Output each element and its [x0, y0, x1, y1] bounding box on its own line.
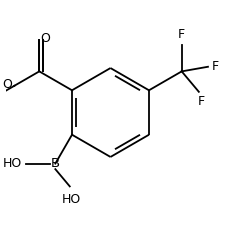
Text: O: O	[40, 32, 49, 45]
Text: F: F	[177, 28, 184, 41]
Text: O: O	[2, 78, 12, 91]
Text: HO: HO	[3, 157, 22, 170]
Text: F: F	[197, 95, 204, 108]
Text: F: F	[210, 60, 218, 73]
Text: HO: HO	[61, 193, 80, 206]
Text: B: B	[51, 157, 60, 170]
